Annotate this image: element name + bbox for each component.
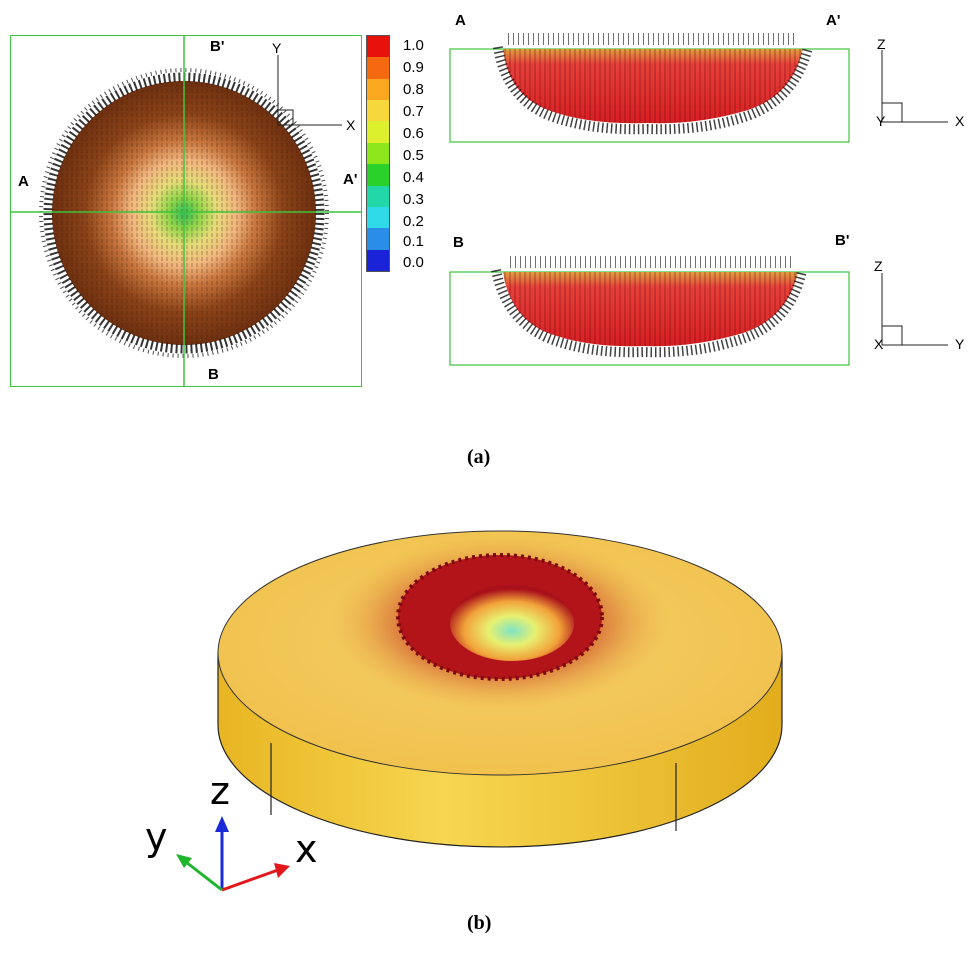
colorbar-swatch-0-9 (367, 57, 389, 79)
section-label-a-right: A' (343, 171, 358, 188)
colorbar-swatch-0-5 (367, 142, 389, 165)
section-bb-z-axis-label: Z (874, 258, 883, 274)
colorbar-swatch-1-0 (367, 36, 389, 58)
top-view-x-axis-label: X (346, 117, 356, 133)
colorbar-swatch-0-7 (367, 100, 389, 122)
panel-b-y-label: y (145, 815, 168, 859)
section-aa-z-axis-label: Z (877, 36, 886, 52)
disk-3d-render (217, 530, 783, 848)
section-bb-plot (449, 256, 850, 366)
top-view-frame (10, 35, 362, 387)
top-view-y-axis-label: Y (272, 40, 282, 56)
section-bb-boundary-vectors (491, 268, 807, 358)
colorbar-swatch-0-0 (367, 249, 389, 271)
colorbar-tick-1-0: 1.0 (403, 37, 424, 54)
caption-b: (b) (467, 912, 492, 934)
section-bb-x-axis-label: X (874, 336, 884, 352)
colorbar-swatch-0-4 (367, 164, 389, 186)
section-bb-axis-triad (881, 273, 948, 346)
section-aa-plot (449, 33, 850, 143)
section-bb-y-axis-label: Y (955, 336, 965, 352)
colorbar-tick-0-6: 0.6 (403, 125, 424, 142)
panel-b-x-label: x (295, 827, 318, 871)
top-view-pool-plot (10, 35, 362, 387)
colorbar-swatch-0-8 (367, 78, 389, 101)
section-bb-right-label: B' (835, 232, 850, 249)
colorbar-tick-0-9: 0.9 (403, 59, 424, 76)
section-bb-left-label: B (453, 234, 464, 251)
colorbar-tick-0-0: 0.0 (403, 254, 424, 271)
colorbar-tick-0-2: 0.2 (403, 213, 424, 230)
colorbar-tick-0-1: 0.1 (403, 233, 424, 250)
colorbar-tick-0-7: 0.7 (403, 103, 424, 120)
colorbar-swatch-0-2 (367, 206, 389, 229)
section-aa-right-label: A' (826, 12, 841, 29)
section-aa-left-label: A (455, 12, 466, 29)
section-aa-boundary-vectors (493, 45, 813, 135)
section-aa-x-axis-label: X (955, 113, 965, 129)
colorbar (366, 35, 390, 272)
section-label-a-left: A (18, 173, 29, 190)
section-label-b-top: B' (210, 38, 225, 55)
colorbar-swatch-0-1 (367, 228, 389, 250)
section-label-b-bottom: B (208, 366, 219, 383)
panel-b-z-label: z (210, 769, 230, 813)
colorbar-tick-0-4: 0.4 (403, 169, 424, 186)
colorbar-tick-0-5: 0.5 (403, 147, 424, 164)
section-aa-axis-triad (881, 50, 948, 123)
caption-a: (a) (467, 446, 491, 468)
colorbar-swatch-0-3 (367, 185, 389, 207)
colorbar-swatch-0-6 (367, 121, 389, 143)
colorbar-tick-0-8: 0.8 (403, 81, 424, 98)
section-aa-y-axis-label: Y (876, 113, 886, 129)
top-view-axis-triad (277, 55, 342, 126)
colorbar-tick-0-3: 0.3 (403, 191, 424, 208)
panel-b-axis-triad (176, 816, 290, 892)
crater-interior (450, 585, 574, 661)
